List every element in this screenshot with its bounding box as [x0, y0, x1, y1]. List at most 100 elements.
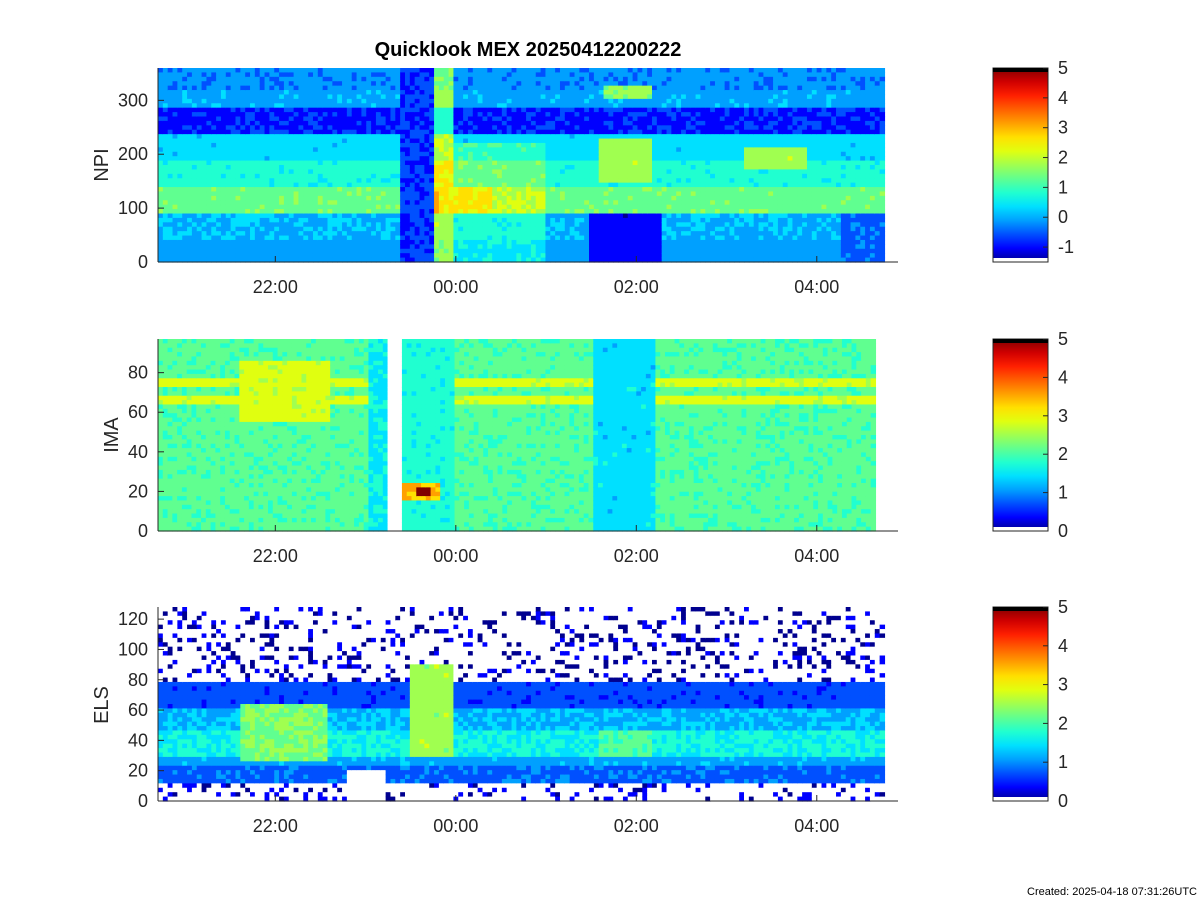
heatmap-cell: [361, 200, 367, 206]
heatmap-cell: [482, 257, 488, 263]
heatmap-cell: [274, 257, 280, 263]
heatmap-cell: [235, 248, 241, 254]
heatmap-cell: [472, 222, 479, 228]
heatmap-cell: [661, 187, 668, 193]
heatmap-cell: [526, 160, 532, 166]
heatmap-cell: [390, 257, 396, 263]
heatmap-cell: [695, 151, 702, 157]
heatmap-cell: [308, 169, 314, 175]
heatmap-cell: [419, 195, 425, 201]
heatmap-cell: [187, 204, 193, 210]
heatmap-cell: [356, 169, 363, 175]
heatmap-cell: [395, 76, 401, 82]
heatmap-cell: [438, 178, 445, 184]
heatmap-cell: [632, 169, 639, 175]
heatmap-cell: [666, 217, 672, 223]
heatmap-cell: [482, 147, 488, 153]
heatmap-cell: [555, 129, 561, 135]
heatmap-cell: [647, 248, 653, 254]
heatmap-cell: [506, 209, 513, 215]
heatmap-cell: [167, 147, 174, 153]
heatmap-cell: [559, 248, 566, 254]
heatmap-cell: [390, 165, 396, 171]
heatmap-cell: [191, 248, 198, 254]
heatmap-cell: [700, 81, 706, 87]
heatmap-cell: [671, 231, 677, 237]
heatmap-cell: [414, 165, 421, 171]
heatmap-cell: [443, 134, 450, 140]
heatmap-cell: [627, 191, 634, 197]
heatmap-cell: [482, 187, 488, 193]
heatmap-cell: [216, 217, 222, 223]
heatmap-cell: [555, 209, 561, 215]
heatmap-cell: [177, 244, 183, 250]
heatmap-cell: [467, 160, 474, 166]
heatmap-cell: [245, 129, 251, 135]
heatmap-cell: [211, 187, 217, 193]
heatmap-cell: [482, 200, 488, 206]
heatmap-cell: [627, 103, 634, 109]
heatmap-cell: [172, 217, 178, 223]
heatmap-cell: [395, 173, 401, 179]
heatmap-cell: [375, 103, 382, 109]
heatmap-cell: [162, 76, 169, 82]
heatmap-cell: [482, 248, 488, 254]
heatmap-cell: [414, 213, 421, 219]
heatmap-cell: [521, 107, 527, 113]
heatmap-cell: [409, 160, 416, 166]
heatmap-cell: [385, 231, 392, 237]
heatmap-cell: [288, 195, 295, 201]
heatmap-cell: [414, 182, 421, 188]
heatmap-cell: [342, 129, 348, 135]
heatmap-cell: [690, 165, 697, 171]
heatmap-cell: [342, 169, 348, 175]
heatmap-cell: [516, 257, 522, 263]
heatmap-cell: [593, 173, 600, 179]
heatmap-cell: [584, 120, 590, 126]
heatmap-cell: [312, 151, 319, 157]
heatmap-cell: [477, 103, 484, 109]
heatmap-cell: [245, 195, 251, 201]
heatmap-cell: [681, 98, 687, 104]
heatmap-cell: [167, 160, 174, 166]
heatmap-cell: [564, 72, 571, 78]
heatmap-cell: [230, 151, 237, 157]
heatmap-cell: [438, 81, 445, 87]
heatmap-cell: [618, 147, 624, 153]
heatmap-cell: [375, 239, 382, 245]
heatmap-cell: [191, 134, 198, 140]
heatmap-cell: [656, 226, 663, 232]
heatmap-cell: [375, 191, 382, 197]
heatmap-cell: [613, 90, 619, 96]
heatmap-cell: [196, 112, 203, 118]
heatmap-cell: [225, 209, 232, 215]
heatmap-cell: [463, 209, 469, 215]
heatmap-cell: [230, 187, 237, 193]
heatmap-cell: [700, 231, 706, 237]
heatmap-cell: [497, 120, 503, 126]
heatmap-cell: [187, 257, 193, 263]
heatmap-cell: [375, 213, 382, 219]
heatmap-cell: [526, 156, 532, 162]
heatmap-cell: [293, 209, 300, 215]
heatmap-cell: [264, 68, 270, 74]
heatmap-cell: [390, 217, 396, 223]
heatmap-cell: [589, 134, 595, 140]
heatmap-cell: [191, 160, 198, 166]
heatmap-cell: [622, 98, 629, 104]
heatmap-cell: [327, 204, 333, 210]
heatmap-cell: [647, 134, 653, 140]
heatmap-cell: [511, 156, 517, 162]
heatmap-cell: [211, 222, 217, 228]
heatmap-cell: [608, 231, 614, 237]
heatmap-cell: [497, 200, 503, 206]
heatmap-cell: [632, 120, 639, 126]
heatmap-cell: [317, 156, 324, 162]
heatmap-cell: [269, 226, 275, 232]
heatmap-cell: [613, 226, 619, 232]
heatmap-cell: [259, 125, 266, 131]
heatmap-cell: [429, 72, 435, 78]
heatmap-cell: [627, 76, 634, 82]
heatmap-cell: [414, 76, 421, 82]
heatmap-cell: [429, 200, 435, 206]
